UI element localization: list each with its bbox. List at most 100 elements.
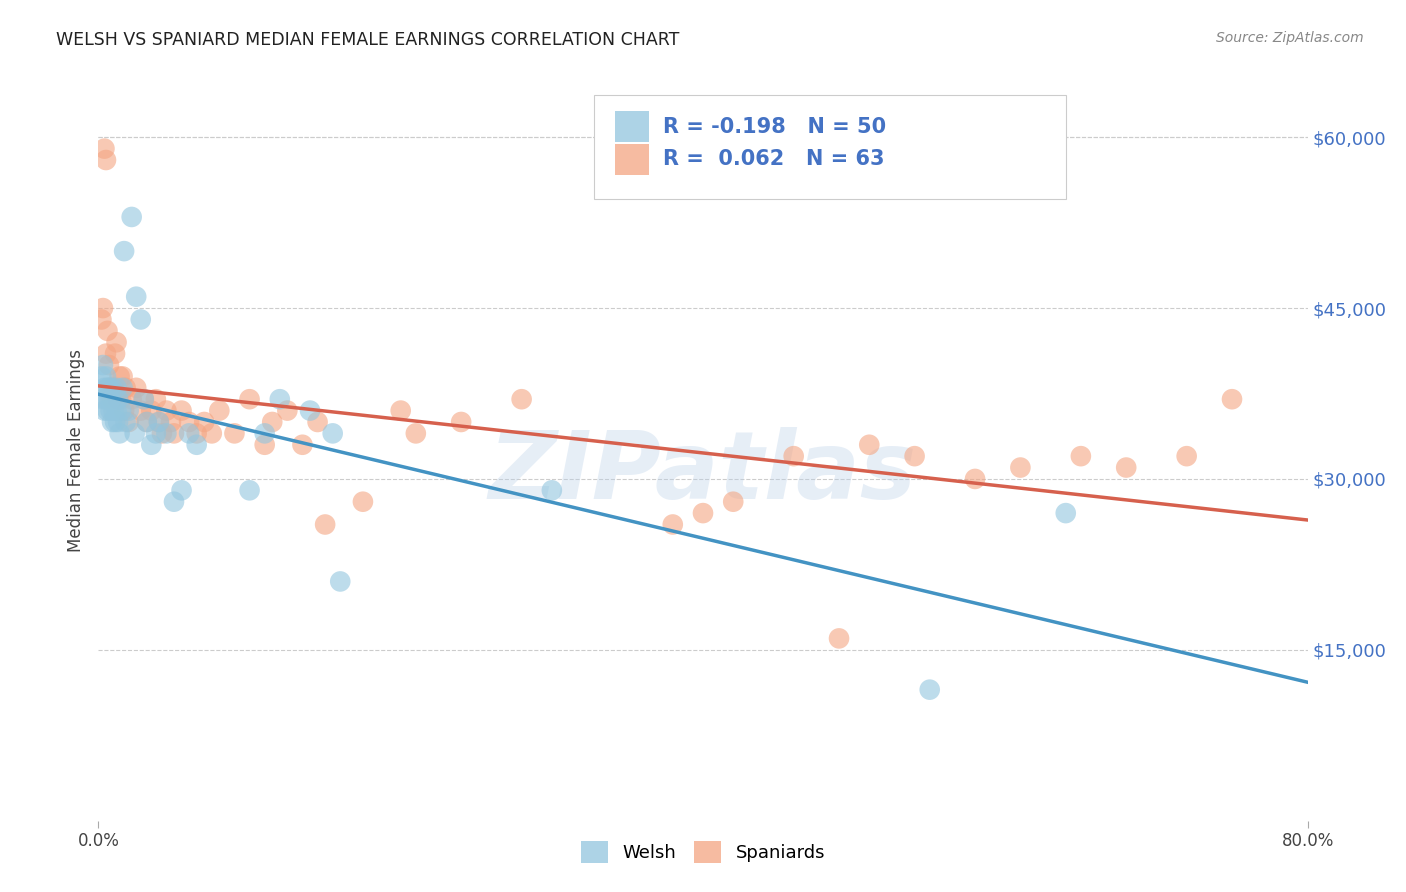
Legend: Welsh, Spaniards: Welsh, Spaniards xyxy=(581,841,825,863)
Point xyxy=(141,403,163,417)
Point xyxy=(193,415,215,429)
Point xyxy=(105,403,128,417)
Point xyxy=(104,346,127,360)
Point xyxy=(1115,460,1137,475)
Point xyxy=(104,415,127,429)
Point xyxy=(307,415,329,429)
Point xyxy=(1175,449,1198,463)
Point xyxy=(129,312,152,326)
Point xyxy=(90,312,112,326)
Point xyxy=(94,153,117,167)
Point xyxy=(108,426,131,441)
Point xyxy=(125,381,148,395)
Point xyxy=(100,403,122,417)
Point xyxy=(96,403,118,417)
Point xyxy=(858,438,880,452)
Point xyxy=(1220,392,1243,407)
Point xyxy=(1070,449,1092,463)
Text: Source: ZipAtlas.com: Source: ZipAtlas.com xyxy=(1216,31,1364,45)
Point xyxy=(105,381,128,395)
Point xyxy=(90,369,112,384)
Point xyxy=(170,403,193,417)
Point xyxy=(98,392,121,407)
Point xyxy=(94,369,117,384)
Point xyxy=(239,392,262,407)
Point xyxy=(918,682,941,697)
Point xyxy=(141,438,163,452)
Point xyxy=(96,381,118,395)
Point xyxy=(314,517,336,532)
Point xyxy=(155,426,177,441)
Point xyxy=(135,415,157,429)
Y-axis label: Median Female Earnings: Median Female Earnings xyxy=(66,349,84,552)
Point xyxy=(100,381,122,395)
Point xyxy=(112,244,135,259)
Point xyxy=(125,290,148,304)
Point xyxy=(121,210,143,224)
Point xyxy=(129,403,152,417)
Point xyxy=(110,392,132,407)
Point xyxy=(94,346,117,360)
Point xyxy=(94,392,117,407)
Point xyxy=(540,483,562,498)
Point xyxy=(91,392,114,407)
Point xyxy=(93,403,115,417)
Point xyxy=(145,426,167,441)
Point xyxy=(692,506,714,520)
Point xyxy=(98,381,121,395)
Point xyxy=(170,483,193,498)
Point xyxy=(201,426,224,441)
Point xyxy=(148,415,170,429)
Point xyxy=(148,415,170,429)
Point xyxy=(111,369,134,384)
Point xyxy=(965,472,987,486)
Point xyxy=(253,426,276,441)
Point xyxy=(132,392,155,407)
Point xyxy=(132,392,155,407)
FancyBboxPatch shape xyxy=(595,95,1066,199)
Point xyxy=(103,403,125,417)
Point xyxy=(105,335,128,350)
Point xyxy=(145,392,167,407)
Point xyxy=(661,517,683,532)
Point xyxy=(389,403,412,417)
Point xyxy=(112,403,135,417)
Point xyxy=(108,369,131,384)
Point xyxy=(186,426,208,441)
Point xyxy=(101,415,124,429)
Point xyxy=(291,438,314,452)
Point xyxy=(101,381,124,395)
Text: R = -0.198   N = 50: R = -0.198 N = 50 xyxy=(664,117,886,137)
Point xyxy=(828,632,851,646)
Point xyxy=(239,483,262,498)
Point xyxy=(110,403,132,417)
Point xyxy=(93,381,115,395)
Point xyxy=(224,426,246,441)
Bar xyxy=(614,112,648,143)
Point xyxy=(114,381,136,395)
Point xyxy=(179,415,201,429)
Point xyxy=(93,142,115,156)
Point xyxy=(103,381,125,395)
Point xyxy=(322,426,344,441)
Point xyxy=(450,415,472,429)
Point xyxy=(155,403,177,417)
Point xyxy=(1010,460,1032,475)
Point xyxy=(100,392,122,407)
Text: R =  0.062   N = 63: R = 0.062 N = 63 xyxy=(664,150,884,169)
Point xyxy=(179,426,201,441)
Text: WELSH VS SPANIARD MEDIAN FEMALE EARNINGS CORRELATION CHART: WELSH VS SPANIARD MEDIAN FEMALE EARNINGS… xyxy=(56,31,679,49)
Point xyxy=(114,415,136,429)
Point xyxy=(352,494,374,508)
Point xyxy=(118,403,141,417)
Point xyxy=(783,449,806,463)
Point xyxy=(329,574,352,589)
Point xyxy=(121,392,143,407)
Point xyxy=(253,438,276,452)
Point xyxy=(299,403,322,417)
Point xyxy=(107,392,129,407)
Point xyxy=(107,392,129,407)
Point xyxy=(107,415,129,429)
Point xyxy=(208,403,231,417)
Point xyxy=(96,324,118,338)
